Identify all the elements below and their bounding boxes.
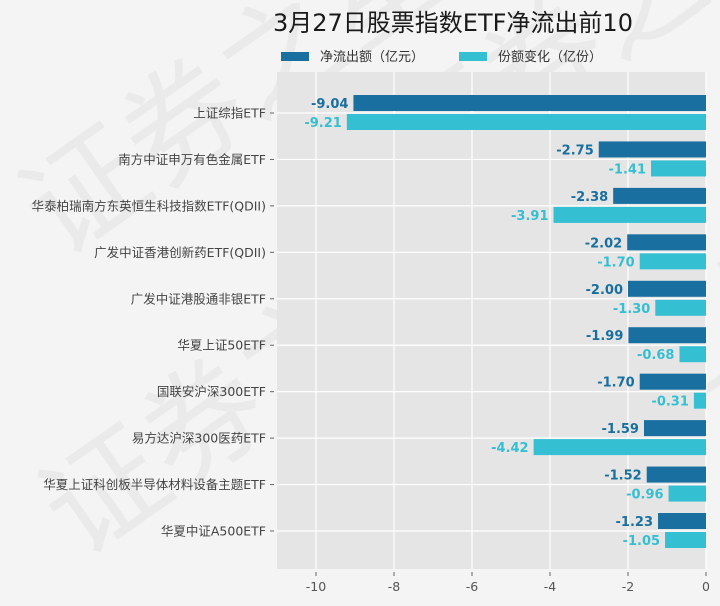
category-label: 华夏中证A500ETF xyxy=(161,524,266,539)
category-label: 国联安沪深300ETF xyxy=(157,384,266,399)
bar-share-change xyxy=(553,206,706,223)
data-label-net-outflow: -1.99 xyxy=(586,329,623,344)
data-label-share-change: -0.96 xyxy=(626,488,663,503)
bar-net-outflow xyxy=(627,234,706,251)
bar-net-outflow xyxy=(628,280,706,297)
data-label-net-outflow: -1.23 xyxy=(616,515,653,530)
data-label-share-change: -9.21 xyxy=(304,116,341,131)
data-label-net-outflow: -2.75 xyxy=(556,143,593,158)
bar-net-outflow xyxy=(628,327,706,344)
legend: 净流出额（亿元） 份额变化（亿份） xyxy=(281,49,602,65)
category-label: 广发中证港股通非银ETF xyxy=(131,291,266,306)
category-label: 华夏上证科创板半导体材料设备主题ETF xyxy=(43,477,266,492)
data-label-net-outflow: -1.59 xyxy=(602,422,639,437)
data-label-share-change: -0.68 xyxy=(637,348,674,363)
data-label-net-outflow: -2.38 xyxy=(571,190,608,205)
bar-share-change xyxy=(668,485,706,502)
bar-share-change xyxy=(346,114,706,130)
category-label: 上证综指ETF xyxy=(193,106,266,121)
x-tick-label: 0 xyxy=(702,579,710,594)
bar-net-outflow xyxy=(613,187,706,204)
category-label: 易方达沪深300医药ETF xyxy=(132,431,266,446)
data-label-net-outflow: -2.00 xyxy=(586,283,623,298)
data-label-net-outflow: -1.70 xyxy=(597,376,634,391)
bar-net-outflow xyxy=(646,466,706,483)
data-label-net-outflow: -1.52 xyxy=(604,469,641,484)
data-label-share-change: -1.30 xyxy=(613,302,650,317)
data-label-net-outflow: -9.04 xyxy=(311,97,348,112)
x-tick-label: -2 xyxy=(622,579,634,594)
legend-label-net-outflow: 净流出额（亿元） xyxy=(320,50,424,65)
bar-share-change xyxy=(639,253,706,270)
chart-title: 3月27日股票指数ETF净流出前10 xyxy=(273,9,633,37)
value-labels: -9.04 -2.75 -2.38 -2.02 -2.00 -1.99 -1.70 -1.59… xyxy=(304,97,689,549)
data-label-share-change: -4.42 xyxy=(491,441,528,456)
category-axis: 上证综指ETF 南方中证申万有色金属ETF 华泰柏瑞南方东英恒生科技指数ETF(QD… xyxy=(32,106,274,539)
data-label-share-change: -1.05 xyxy=(623,534,660,549)
bar-share-change xyxy=(665,532,706,548)
grid xyxy=(277,72,707,569)
legend-swatch-share-change xyxy=(459,52,487,61)
data-label-net-outflow: -2.02 xyxy=(585,236,622,251)
data-label-share-change: -1.70 xyxy=(597,255,634,270)
bar-net-outflow xyxy=(639,373,706,390)
x-tick-label: -10 xyxy=(306,579,326,594)
x-tick-label: -4 xyxy=(544,579,557,594)
category-label: 华夏上证50ETF xyxy=(177,338,266,353)
bar-share-change xyxy=(533,439,706,456)
data-label-share-change: -3.91 xyxy=(511,209,548,224)
bar-share-change xyxy=(651,160,706,177)
x-tick-label: -8 xyxy=(388,579,401,594)
bars xyxy=(346,95,706,548)
bar-net-outflow xyxy=(658,513,706,529)
category-label: 广发中证香港创新药ETF(QDII) xyxy=(94,245,266,260)
bar-share-change xyxy=(655,299,706,316)
x-axis: -10 -8 -6 -4 -2 0 xyxy=(306,572,710,594)
x-tick-label: -6 xyxy=(466,579,479,594)
bar-net-outflow xyxy=(643,420,706,437)
category-label: 南方中证申万有色金属ETF xyxy=(118,152,266,167)
legend-label-share-change: 份额变化（亿份） xyxy=(498,49,602,65)
bar-share-change xyxy=(679,346,706,363)
bar-share-change xyxy=(693,392,706,409)
category-label: 华泰柏瑞南方东英恒生科技指数ETF(QDII) xyxy=(32,198,266,213)
data-label-share-change: -0.31 xyxy=(651,395,688,410)
data-label-share-change: -1.41 xyxy=(609,162,646,177)
bar-net-outflow xyxy=(353,95,706,111)
bar-net-outflow xyxy=(598,141,706,158)
legend-swatch-net-outflow xyxy=(281,52,309,61)
